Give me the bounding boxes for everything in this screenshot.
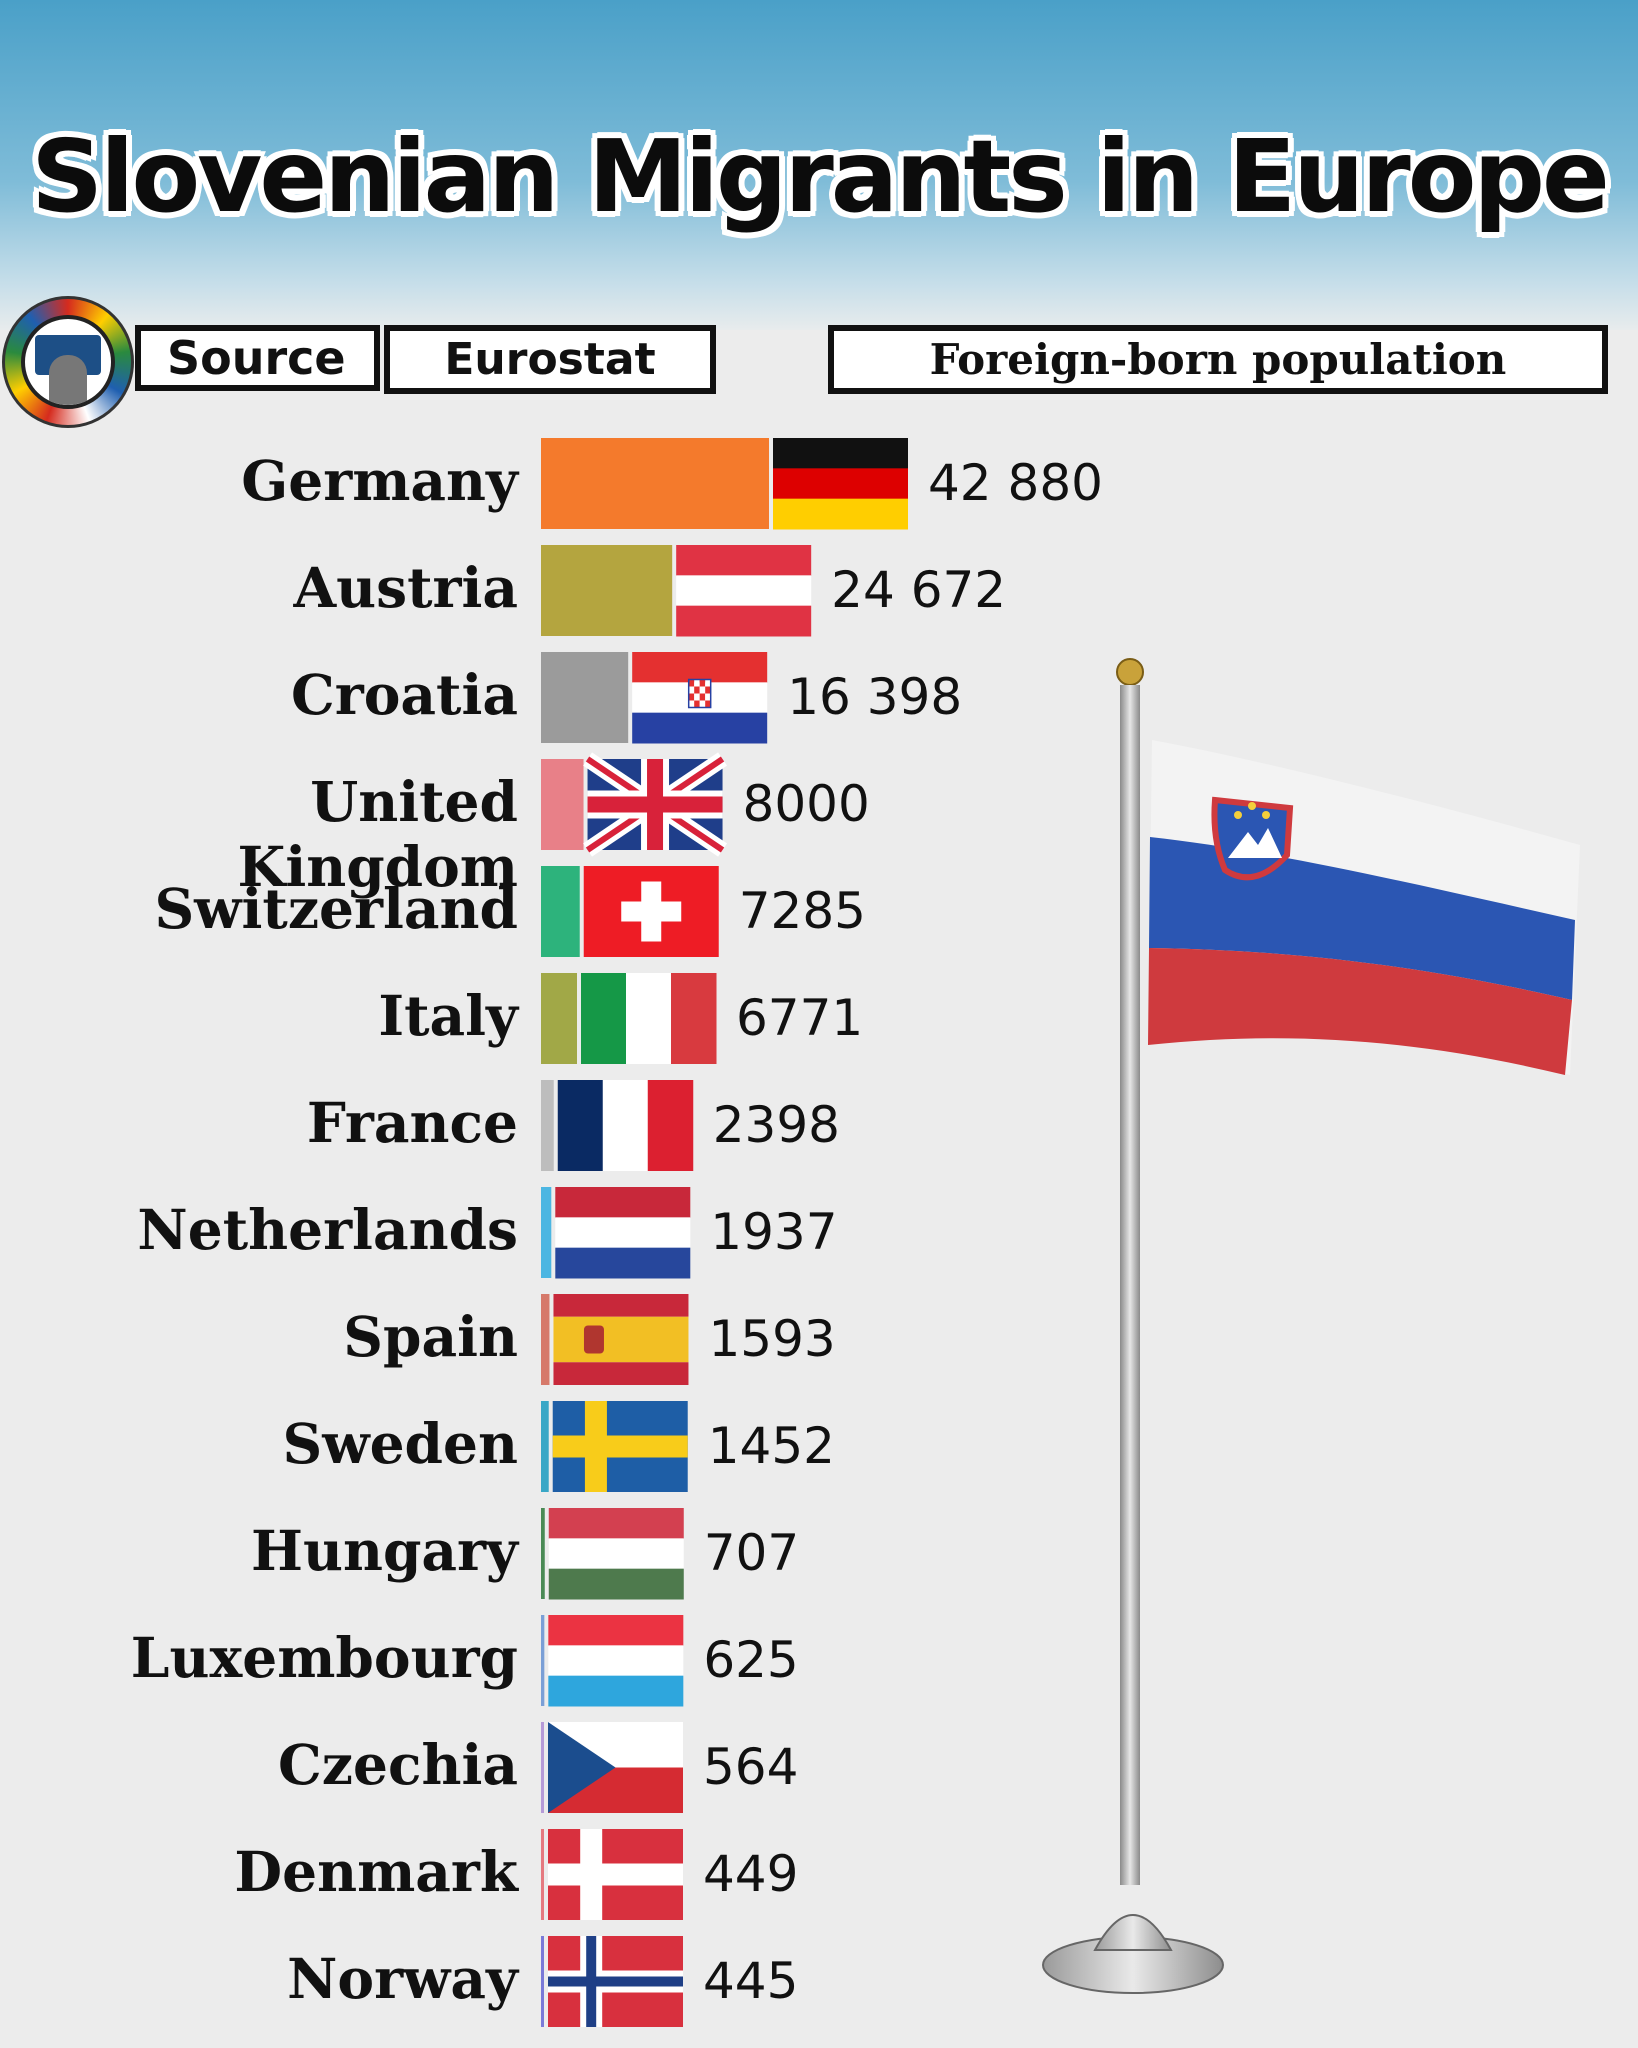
logo-person-icon	[49, 355, 87, 405]
category-label-united-kingdom: United Kingdom	[237, 769, 518, 899]
bar-netherlands	[541, 1187, 552, 1278]
flag-united-kingdom-icon	[583, 752, 728, 857]
bar-austria	[541, 545, 673, 636]
value-label-czechia: 564	[703, 1738, 799, 1796]
category-label-austria: Austria	[293, 555, 518, 620]
flag-germany-icon	[773, 438, 908, 530]
header-banner	[0, 0, 1638, 330]
flag-switzerland-icon	[583, 866, 719, 957]
bar-croatia	[541, 652, 629, 743]
flag-croatia-icon	[632, 652, 768, 744]
bar-germany	[541, 438, 769, 529]
category-label-switzerland: Switzerland	[154, 876, 518, 941]
flag-denmark-icon	[548, 1829, 683, 1920]
category-label-norway: Norway	[287, 1946, 518, 2011]
flag-czechia-icon	[548, 1722, 683, 1813]
value-label-austria: 24 672	[831, 561, 1007, 619]
value-label-switzerland: 7285	[738, 882, 866, 940]
slovenian-flag-on-pole-icon	[1042, 658, 1580, 1994]
value-label-denmark: 449	[703, 1845, 799, 1903]
source-value: Eurostat	[384, 325, 716, 394]
flag-netherlands-icon	[555, 1187, 691, 1279]
flag-france-icon	[557, 1080, 694, 1171]
category-label-spain: Spain	[343, 1304, 518, 1369]
category-label-hungary: Hungary	[251, 1518, 518, 1583]
bar-norway	[541, 1936, 544, 2027]
value-label-spain: 1593	[708, 1310, 836, 1368]
flag-norway-icon	[548, 1936, 683, 2027]
bar-czechia	[541, 1722, 544, 1813]
value-label-germany: 42 880	[928, 454, 1103, 512]
category-label-sweden: Sweden	[282, 1411, 519, 1476]
bar-denmark	[541, 1829, 544, 1920]
flag-sweden-icon	[552, 1401, 688, 1492]
category-label-italy: Italy	[378, 983, 518, 1048]
flag-spain-icon	[553, 1294, 689, 1385]
source-label: Source	[135, 325, 380, 391]
value-label-united-kingdom: 8000	[742, 775, 870, 833]
channel-logo	[2, 296, 134, 428]
value-label-luxembourg: 625	[703, 1631, 799, 1689]
value-label-croatia: 16 398	[787, 668, 963, 726]
category-label-luxembourg: Luxembourg	[130, 1625, 518, 1690]
flag-austria-icon	[676, 545, 812, 637]
bar-italy	[541, 973, 578, 1064]
bar-france	[541, 1080, 554, 1171]
value-label-france: 2398	[712, 1096, 840, 1154]
value-label-hungary: 707	[703, 1524, 800, 1582]
value-label-netherlands: 1937	[710, 1203, 838, 1261]
category-label-france: France	[306, 1090, 518, 1155]
flag-italy-icon	[581, 973, 717, 1064]
category-label-netherlands: Netherlands	[137, 1197, 518, 1262]
flag-hungary-icon	[548, 1508, 684, 1600]
category-label-denmark: Denmark	[234, 1839, 518, 1904]
category-label-germany: Germany	[241, 448, 518, 513]
bar-sweden	[541, 1401, 549, 1492]
bar-switzerland	[541, 866, 580, 957]
bar-spain	[541, 1294, 550, 1385]
metric-label: Foreign-born population	[828, 325, 1608, 394]
category-label-croatia: Croatia	[290, 662, 518, 727]
bar-united-kingdom	[541, 759, 584, 850]
value-label-italy: 6771	[736, 989, 864, 1047]
chart-title: Slovenian Migrants in Europe	[31, 118, 1610, 235]
value-label-norway: 445	[703, 1952, 799, 2010]
bar-hungary	[541, 1508, 545, 1599]
logo-badge	[21, 315, 115, 409]
bar-luxembourg	[541, 1615, 545, 1706]
category-label-czechia: Czechia	[277, 1732, 518, 1797]
value-label-sweden: 1452	[707, 1417, 835, 1475]
flag-luxembourg-icon	[548, 1615, 684, 1707]
